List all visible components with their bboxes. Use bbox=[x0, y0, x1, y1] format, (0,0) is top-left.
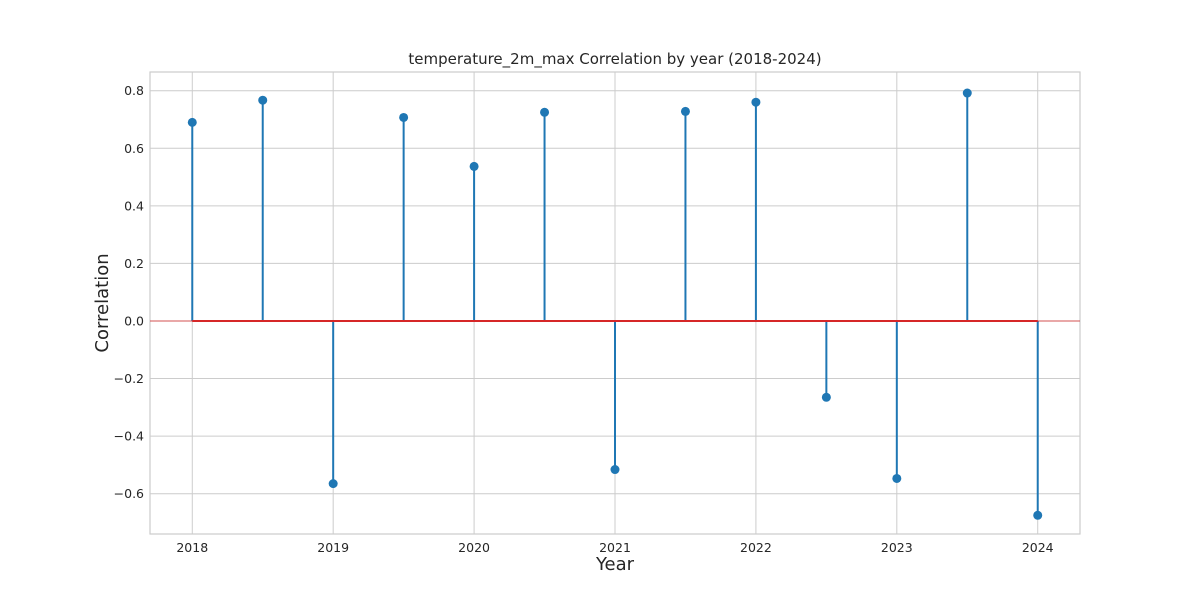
x-tick-labels: 2018 2019 2020 2021 2022 2023 2024 bbox=[176, 540, 1053, 555]
x-tick-label: 2022 bbox=[740, 540, 772, 555]
y-tick-label: 0.4 bbox=[124, 198, 144, 213]
x-tick-label: 2021 bbox=[599, 540, 631, 555]
stem-marker bbox=[680, 106, 690, 116]
chart-title: temperature_2m_max Correlation by year (… bbox=[408, 50, 821, 69]
stem-marker bbox=[892, 473, 902, 483]
y-tick-labels: −0.6 −0.4 −0.2 0.0 0.2 0.4 0.6 0.8 bbox=[114, 83, 144, 501]
stem-marker bbox=[610, 465, 620, 475]
x-axis-label: Year bbox=[595, 554, 635, 575]
y-tick-label: 0.8 bbox=[124, 83, 144, 98]
stem-marker bbox=[962, 88, 972, 98]
y-tick-label: −0.2 bbox=[114, 371, 144, 386]
y-tick-label: 0.2 bbox=[124, 256, 144, 271]
stem-marker bbox=[258, 95, 268, 105]
y-tick-label: −0.4 bbox=[114, 429, 144, 444]
y-tick-label: −0.6 bbox=[114, 486, 144, 501]
stem-marker bbox=[751, 97, 761, 107]
stem-marker bbox=[469, 161, 479, 171]
x-tick-label: 2019 bbox=[317, 540, 349, 555]
x-tick-label: 2018 bbox=[176, 540, 208, 555]
stem-marker bbox=[187, 117, 197, 127]
x-tick-label: 2023 bbox=[881, 540, 913, 555]
plot-frame bbox=[149, 71, 1081, 535]
stem-marker bbox=[1033, 510, 1043, 520]
stem-marker bbox=[540, 107, 550, 117]
stem-marker bbox=[821, 392, 831, 402]
stem-series bbox=[191, 93, 1039, 516]
marker-series bbox=[187, 88, 1043, 520]
x-tick-label: 2024 bbox=[1022, 540, 1054, 555]
y-tick-label: 0.6 bbox=[124, 141, 144, 156]
stem-marker bbox=[399, 112, 409, 122]
y-axis-label: Correlation bbox=[92, 253, 113, 352]
x-tick-label: 2020 bbox=[458, 540, 490, 555]
stem-marker bbox=[328, 479, 338, 489]
y-tick-label: 0.0 bbox=[124, 313, 144, 328]
